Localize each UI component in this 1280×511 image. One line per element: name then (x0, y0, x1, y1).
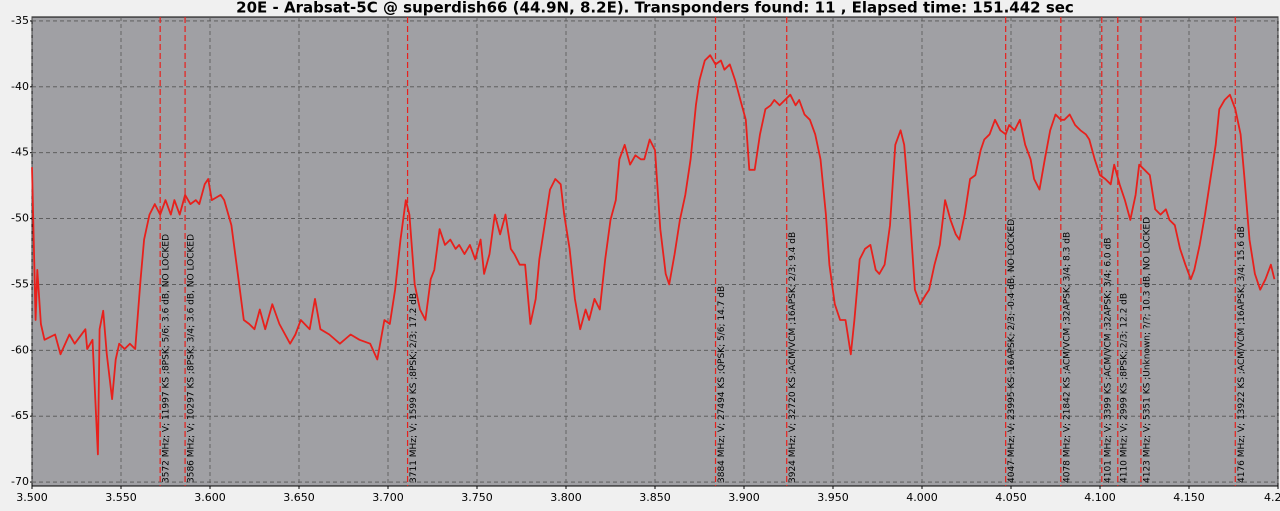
transponder-label: 3924 MHz; V; 32720 KS ;ACM/VCM ;16APSK; … (788, 232, 798, 483)
transponder-label: 4176 MHz; V; 13922 KS ;ACM/VCM ;16APSK; … (1237, 226, 1247, 483)
chart-title: 20E - Arabsat-5C @ superdish66 (44.9N, 8… (236, 0, 1074, 17)
x-tick-label: 3.500 (16, 491, 48, 504)
y-tick-label: -60 (11, 343, 29, 356)
transponder-label: 3572 MHz; V; 11997 KS ;8PSK; 5/6; 3.6 dB… (162, 234, 172, 483)
transponder-label: 4110 MHz; V; 2999 KS ;8PSK; 2/3; 12.2 dB (1119, 293, 1129, 483)
x-tick-label: 3.550 (105, 491, 137, 504)
x-tick-label: 4.050 (995, 491, 1027, 504)
transponder-label: 3884 MHz; V; 27494 KS ;QPSK; 5/6; 14.7 d… (717, 286, 727, 483)
y-tick-label: -65 (11, 409, 29, 422)
y-tick-label: -50 (11, 212, 29, 225)
y-tick-label: -70 (11, 475, 29, 488)
transponder-label: 4123 MHz; V; 5351 KS ;Unknown; ?/?; 10.3… (1142, 217, 1152, 483)
y-tick-label: -40 (11, 80, 29, 93)
x-tick-label: 3.900 (728, 491, 760, 504)
x-tick-label: 3.600 (194, 491, 226, 504)
transponder-label: 3711 MHz; V; 1599 KS ;8PSK; 2/3; 17.2 dB (409, 293, 419, 483)
y-tick-label: -45 (11, 146, 29, 159)
transponder-label: 4047 MHz; V; 23995 KS ;16APSK; 2/3; -0.4… (1007, 219, 1017, 483)
x-tick-label: 3.750 (461, 491, 493, 504)
x-tick-label: 3.950 (817, 491, 849, 504)
x-tick-label: 3.650 (283, 491, 315, 504)
transponder-label: 4101 MHz; V; 3399 KS ;ACM/VCM ;32APSK; 3… (1103, 238, 1113, 483)
x-tick-label: 4.150 (1173, 491, 1205, 504)
spectrum-line (31, 54, 1276, 456)
x-tick-label: 3.700 (372, 491, 404, 504)
x-tick-label: 4.100 (1084, 491, 1116, 504)
y-tick-label: -55 (11, 277, 29, 290)
y-tick-label: -35 (11, 14, 29, 27)
x-tick-label: 4.000 (906, 491, 938, 504)
transponder-label: 3586 MHz; V; 10297 KS ;8PSK; 3/4; 3.6 dB… (187, 234, 197, 483)
x-tick-label: 4.2 (1264, 491, 1280, 504)
transponder-label: 4078 MHz; V; 21842 KS ;ACM/VCM ;32APSK; … (1062, 232, 1072, 483)
x-tick-label: 3.850 (639, 491, 671, 504)
x-tick-label: 3.800 (550, 491, 582, 504)
